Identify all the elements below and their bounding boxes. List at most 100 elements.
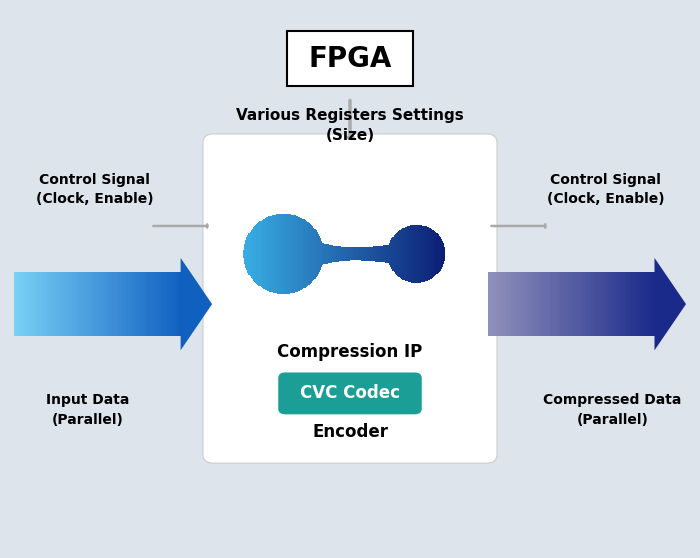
Polygon shape (621, 272, 623, 336)
Polygon shape (559, 272, 561, 336)
Polygon shape (516, 272, 518, 336)
Polygon shape (503, 272, 505, 336)
Bar (388, 245, 389, 263)
Polygon shape (59, 272, 61, 336)
Polygon shape (616, 272, 618, 336)
Polygon shape (97, 272, 99, 336)
Bar (300, 218, 301, 290)
Bar (439, 236, 440, 272)
Polygon shape (646, 272, 648, 336)
Polygon shape (167, 272, 169, 336)
Polygon shape (48, 272, 49, 336)
Polygon shape (631, 272, 633, 336)
Bar (304, 220, 306, 288)
Bar (252, 229, 253, 279)
Bar (377, 246, 378, 262)
Bar (440, 237, 441, 271)
Polygon shape (15, 272, 18, 336)
Polygon shape (563, 272, 564, 336)
Polygon shape (142, 272, 144, 336)
Polygon shape (636, 272, 638, 336)
Bar (303, 219, 304, 288)
Bar (322, 243, 323, 264)
Polygon shape (169, 272, 171, 336)
Polygon shape (172, 272, 174, 336)
Polygon shape (629, 272, 631, 336)
Bar (358, 247, 360, 261)
Polygon shape (112, 272, 114, 336)
Polygon shape (72, 272, 74, 336)
Polygon shape (42, 272, 44, 336)
Polygon shape (491, 272, 493, 336)
Bar (354, 247, 355, 261)
Bar (413, 225, 414, 283)
Bar (378, 246, 379, 262)
Polygon shape (496, 272, 498, 336)
Polygon shape (623, 272, 624, 336)
Bar (256, 224, 258, 284)
Polygon shape (612, 272, 615, 336)
Bar (352, 247, 353, 261)
Polygon shape (29, 272, 31, 336)
Polygon shape (122, 272, 124, 336)
Polygon shape (576, 272, 578, 336)
Bar (309, 223, 310, 285)
Polygon shape (519, 272, 522, 336)
Polygon shape (586, 272, 588, 336)
Polygon shape (52, 272, 54, 336)
Polygon shape (171, 272, 172, 336)
Bar (366, 247, 368, 261)
Bar (398, 231, 399, 277)
Polygon shape (599, 272, 601, 336)
Polygon shape (71, 272, 72, 336)
Polygon shape (174, 272, 176, 336)
Polygon shape (176, 272, 177, 336)
Bar (435, 232, 436, 276)
Bar (324, 244, 326, 264)
Polygon shape (488, 272, 489, 336)
Text: FPGA: FPGA (308, 45, 392, 73)
Polygon shape (596, 272, 598, 336)
Bar (287, 214, 288, 294)
Bar (357, 247, 358, 261)
Polygon shape (508, 272, 510, 336)
Bar (370, 247, 372, 261)
Bar (310, 224, 311, 283)
Bar (403, 228, 405, 280)
Polygon shape (69, 272, 71, 336)
Polygon shape (14, 272, 15, 336)
Bar (247, 235, 248, 272)
Polygon shape (49, 272, 50, 336)
Polygon shape (528, 272, 529, 336)
Bar (386, 245, 387, 263)
Bar (274, 215, 275, 293)
Bar (255, 225, 256, 283)
Bar (284, 214, 285, 294)
Bar (320, 238, 321, 270)
Polygon shape (139, 272, 141, 336)
Text: Various Registers Settings
(Size): Various Registers Settings (Size) (236, 108, 464, 143)
Polygon shape (594, 272, 596, 336)
Polygon shape (545, 272, 546, 336)
Polygon shape (578, 272, 580, 336)
Bar (407, 227, 408, 281)
Bar (349, 247, 351, 261)
Polygon shape (500, 272, 501, 336)
Polygon shape (489, 272, 491, 336)
Polygon shape (506, 272, 508, 336)
Polygon shape (568, 272, 570, 336)
Bar (401, 229, 402, 279)
Bar (438, 234, 439, 273)
Bar (251, 230, 252, 278)
Bar (342, 247, 343, 261)
Polygon shape (131, 272, 132, 336)
Polygon shape (588, 272, 589, 336)
Polygon shape (89, 272, 90, 336)
Bar (277, 214, 278, 294)
Polygon shape (153, 272, 154, 336)
Polygon shape (601, 272, 603, 336)
Polygon shape (564, 272, 566, 336)
Bar (270, 216, 272, 292)
Bar (293, 215, 295, 292)
Polygon shape (575, 272, 576, 336)
